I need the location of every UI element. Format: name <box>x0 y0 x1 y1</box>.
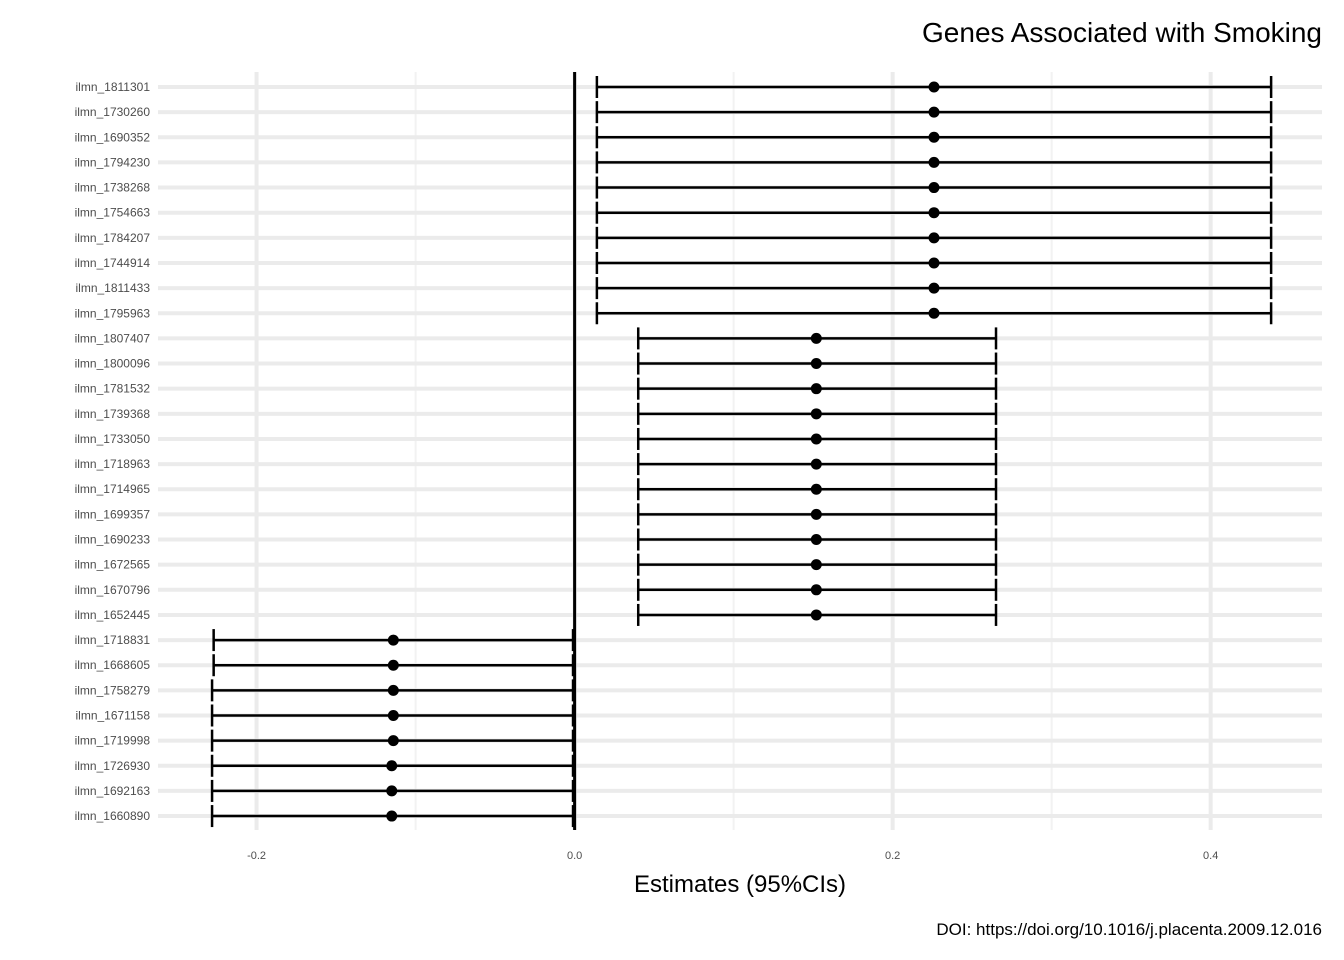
estimate-point <box>928 207 940 219</box>
estimate-point <box>387 684 399 696</box>
estimate-point <box>810 383 822 395</box>
estimate-point <box>928 257 940 269</box>
y-tick-label: ilmn_1744914 <box>75 256 151 270</box>
y-tick-label: ilmn_1670796 <box>75 583 151 597</box>
y-tick-label: ilmn_1811301 <box>75 80 150 94</box>
estimate-point <box>810 534 822 546</box>
y-tick-label: ilmn_1699357 <box>75 507 151 521</box>
estimate-point <box>810 433 822 445</box>
estimate-point <box>810 609 822 621</box>
y-tick-label: ilmn_1668605 <box>75 658 151 672</box>
estimate-point <box>928 282 940 294</box>
y-tick-label: ilmn_1692163 <box>75 784 151 798</box>
x-tick-label: 0.0 <box>567 850 582 862</box>
y-tick-label: ilmn_1718831 <box>75 633 151 647</box>
y-axis-tick-labels: ilmn_1811301 ilmn_1730260 ilmn_1690352ilmn… <box>75 80 151 823</box>
estimate-point <box>810 483 822 495</box>
estimate-point <box>810 559 822 571</box>
x-axis-tick-labels: -0.2 0.0 0.2 0.4 <box>247 850 1218 862</box>
estimate-point <box>928 232 940 244</box>
estimate-point <box>386 760 398 772</box>
x-tick-label: 0.2 <box>885 850 900 862</box>
y-tick-label: ilmn_1733050 <box>75 432 151 446</box>
y-tick-label: ilmn_1800096 <box>75 357 151 371</box>
y-tick-label: ilmn_1754663 <box>75 206 151 220</box>
y-tick-label: ilmn_1718963 <box>75 457 151 471</box>
y-tick-label: ilmn_1719998 <box>75 734 151 748</box>
y-tick-label: ilmn_1690233 <box>75 533 151 547</box>
y-tick-label: ilmn_1714965 <box>75 482 151 496</box>
estimate-point <box>810 584 822 596</box>
estimate-point <box>810 458 822 470</box>
y-tick-label: ilmn_1781532 <box>75 382 151 396</box>
doi-caption: DOI: https://doi.org/10.1016/j.placenta.… <box>936 920 1322 939</box>
estimate-point <box>387 659 399 671</box>
estimate-point <box>928 156 940 168</box>
estimate-point <box>387 735 399 747</box>
y-tick-label: ilmn_1738268 <box>75 181 151 195</box>
estimate-point <box>386 810 398 822</box>
estimate-points <box>386 81 940 822</box>
y-tick-label: ilmn_1671158 <box>75 709 150 723</box>
estimate-point <box>387 634 399 646</box>
estimate-point <box>928 131 940 143</box>
estimate-point <box>810 358 822 370</box>
estimate-point <box>810 408 822 420</box>
y-tick-label: ilmn_1726930 <box>75 759 151 773</box>
y-tick-label: ilmn_1807407 <box>75 331 151 345</box>
y-tick-label: ilmn_1652445 <box>75 608 151 622</box>
y-tick-label: ilmn_1758279 <box>75 683 151 697</box>
estimate-point <box>928 81 940 93</box>
chart-title: Genes Associated with Smoking <box>922 17 1322 48</box>
estimate-point <box>928 106 940 118</box>
x-tick-label: -0.2 <box>247 850 266 862</box>
x-tick-label: 0.4 <box>1203 850 1218 862</box>
y-tick-label: ilmn_1739368 <box>75 407 151 421</box>
estimate-point <box>810 332 822 344</box>
y-tick-label: ilmn_1672565 <box>75 558 151 572</box>
y-tick-label: ilmn_1660890 <box>75 809 151 823</box>
y-tick-label: ilmn_1794230 <box>75 155 151 169</box>
x-axis-label: Estimates (95%CIs) <box>634 871 846 898</box>
estimate-point <box>386 785 398 797</box>
y-tick-label: ilmn_1690352 <box>75 130 151 144</box>
y-tick-label: ilmn_1811433 <box>75 281 150 295</box>
estimate-point <box>810 508 822 520</box>
y-tick-label: ilmn_1795963 <box>75 306 151 320</box>
estimate-point <box>928 307 940 319</box>
y-tick-label: ilmn_1730260 <box>75 105 151 119</box>
estimate-point <box>928 182 940 194</box>
y-tick-label: ilmn_1784207 <box>75 231 151 245</box>
estimate-point <box>387 710 399 721</box>
